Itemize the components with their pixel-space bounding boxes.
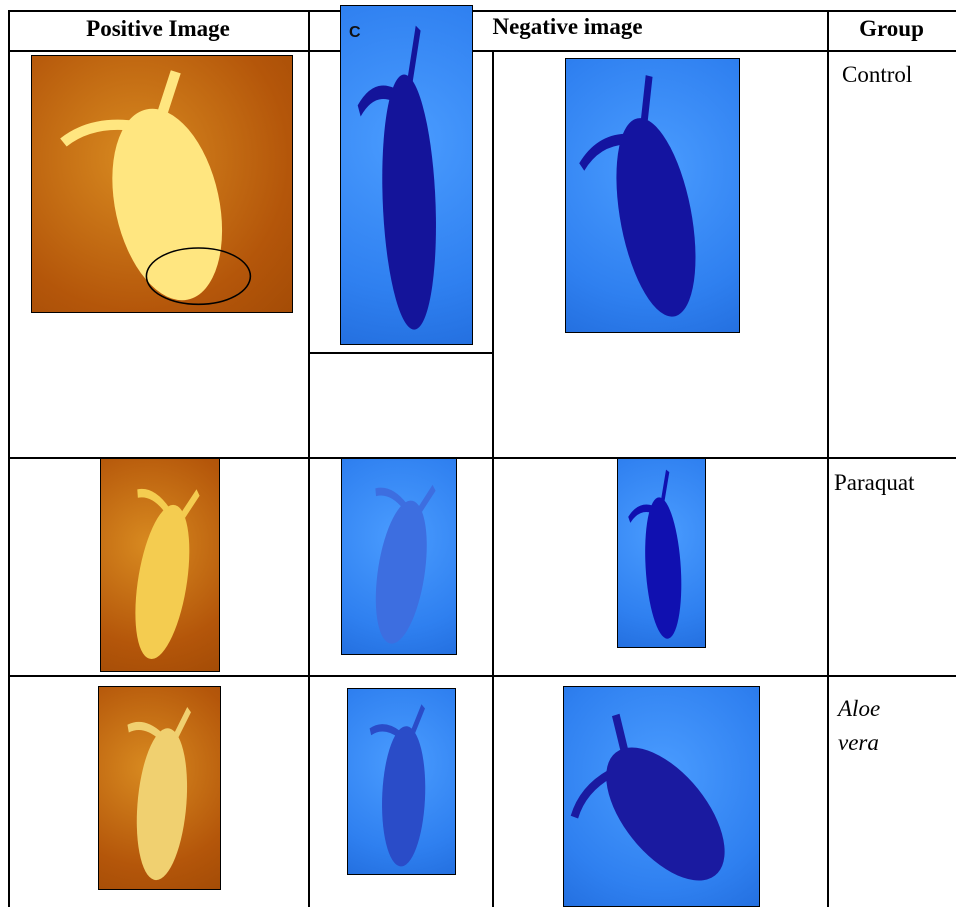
negative-image	[347, 688, 456, 875]
rule	[308, 352, 492, 354]
rule	[8, 675, 956, 677]
negative-image: C	[340, 5, 473, 345]
header-positive: Positive Image	[8, 16, 308, 42]
page: Positive Image Negative image Group Cont…	[0, 0, 956, 907]
rule	[8, 50, 956, 52]
negative-image	[563, 686, 760, 907]
group-label: Control	[842, 62, 912, 88]
rule	[8, 10, 10, 907]
group-label: Paraquat	[834, 470, 914, 496]
image-label: C	[349, 24, 361, 42]
rule	[308, 10, 310, 907]
header-group: Group	[827, 16, 956, 42]
negative-image	[617, 458, 706, 648]
positive-image	[31, 55, 293, 313]
rule	[8, 10, 956, 12]
rule	[492, 50, 494, 907]
group-label: Aloe vera	[838, 692, 918, 760]
positive-image	[98, 686, 221, 890]
negative-image	[341, 458, 457, 655]
negative-image	[565, 58, 740, 333]
positive-image	[100, 458, 220, 672]
rule	[827, 10, 829, 907]
